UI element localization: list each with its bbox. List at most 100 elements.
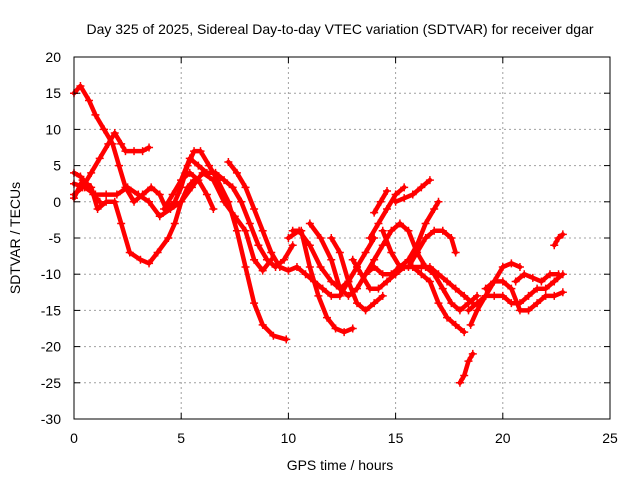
data-point-marker <box>348 255 357 264</box>
data-point-marker <box>93 205 102 214</box>
data-point-marker <box>524 291 533 300</box>
data-point-marker <box>464 306 473 315</box>
data-point-marker <box>383 186 392 195</box>
data-point-marker <box>361 306 370 315</box>
data-point-marker <box>250 255 259 264</box>
y-tick-label: -20 <box>41 339 61 355</box>
data-point-marker <box>185 168 194 177</box>
data-point-marker <box>391 190 400 199</box>
data-point-marker <box>209 205 218 214</box>
data-point-marker <box>258 226 267 235</box>
data-point-marker <box>262 255 271 264</box>
data-point-marker <box>395 219 404 228</box>
data-point-marker <box>335 248 344 257</box>
data-point-marker <box>194 176 203 185</box>
data-point-marker <box>425 277 434 286</box>
data-point-marker <box>145 259 154 268</box>
data-point-marker <box>305 219 314 228</box>
data-point-marker <box>515 306 524 315</box>
y-tick-label: -25 <box>41 375 61 391</box>
data-point-marker <box>145 197 154 206</box>
data-point-marker <box>241 262 250 271</box>
data-point-marker <box>110 197 119 206</box>
data-point-marker <box>460 328 469 337</box>
data-point-marker <box>550 277 559 286</box>
data-point-marker <box>417 270 426 279</box>
data-point-marker <box>554 234 563 242</box>
data-point-marker <box>87 168 96 177</box>
series-track-25 <box>550 230 567 250</box>
data-point-marker <box>481 291 490 300</box>
data-point-marker <box>245 219 254 228</box>
data-point-marker <box>340 328 349 337</box>
data-point-marker <box>316 262 325 271</box>
data-point-marker <box>391 270 400 279</box>
data-point-marker <box>430 226 439 235</box>
data-point-marker <box>220 176 229 185</box>
data-point-marker <box>558 288 567 297</box>
data-point-marker <box>95 197 104 206</box>
data-point-marker <box>464 357 473 366</box>
data-point-marker <box>145 143 154 152</box>
data-point-marker <box>443 313 452 322</box>
data-point-marker <box>327 291 336 300</box>
data-point-marker <box>237 197 246 206</box>
data-point-marker <box>121 147 130 156</box>
data-point-marker <box>408 262 417 271</box>
data-point-marker <box>258 266 267 275</box>
data-point-marker <box>511 277 520 286</box>
data-point-marker <box>417 183 426 192</box>
data-point-marker <box>550 241 559 250</box>
data-point-marker <box>230 212 239 221</box>
data-point-marker <box>365 284 374 293</box>
data-point-marker <box>241 183 250 192</box>
data-point-marker <box>558 230 567 239</box>
data-point-marker <box>280 255 289 264</box>
data-point-marker <box>507 284 516 293</box>
data-point-marker <box>545 270 554 279</box>
data-point-marker <box>177 197 186 206</box>
data-point-marker <box>378 270 387 279</box>
data-point-marker <box>507 259 516 268</box>
data-point-marker <box>370 255 379 264</box>
data-point-marker <box>374 284 383 293</box>
data-point-marker <box>194 161 203 170</box>
series-track-19 <box>408 262 469 337</box>
data-point-marker <box>232 168 241 177</box>
data-point-marker <box>275 262 284 271</box>
data-point-marker <box>155 190 164 199</box>
data-point-marker <box>292 262 301 271</box>
data-point-marker <box>91 110 100 119</box>
y-tick-label: -5 <box>49 230 62 246</box>
x-tick-label: 10 <box>281 430 297 446</box>
data-point-marker <box>520 270 529 279</box>
data-point-marker <box>451 248 460 257</box>
data-point-marker <box>130 147 139 156</box>
data-point-marker <box>185 154 194 163</box>
series-track-2 <box>70 129 154 199</box>
data-point-marker <box>160 205 169 214</box>
data-point-marker <box>110 129 119 138</box>
series-track-16 <box>365 183 409 242</box>
data-point-marker <box>378 241 387 250</box>
data-point-marker <box>331 324 340 333</box>
data-point-marker <box>528 273 537 282</box>
data-point-marker <box>361 248 370 257</box>
data-point-marker <box>438 284 447 293</box>
data-point-marker <box>130 197 139 206</box>
data-point-marker <box>490 277 499 286</box>
data-point-marker <box>361 270 370 279</box>
data-point-marker <box>305 241 314 250</box>
data-point-marker <box>421 219 430 228</box>
y-tick-label: 5 <box>53 158 61 174</box>
data-point-marker <box>305 262 314 271</box>
data-point-marker <box>267 248 276 257</box>
data-point-marker <box>376 197 385 206</box>
data-point-marker <box>327 234 336 242</box>
x-tick-label: 5 <box>177 430 185 446</box>
series-track-18 <box>391 176 434 206</box>
y-tick-label: -15 <box>41 302 61 318</box>
data-point-marker <box>112 190 121 199</box>
series-track-7 <box>160 168 218 214</box>
